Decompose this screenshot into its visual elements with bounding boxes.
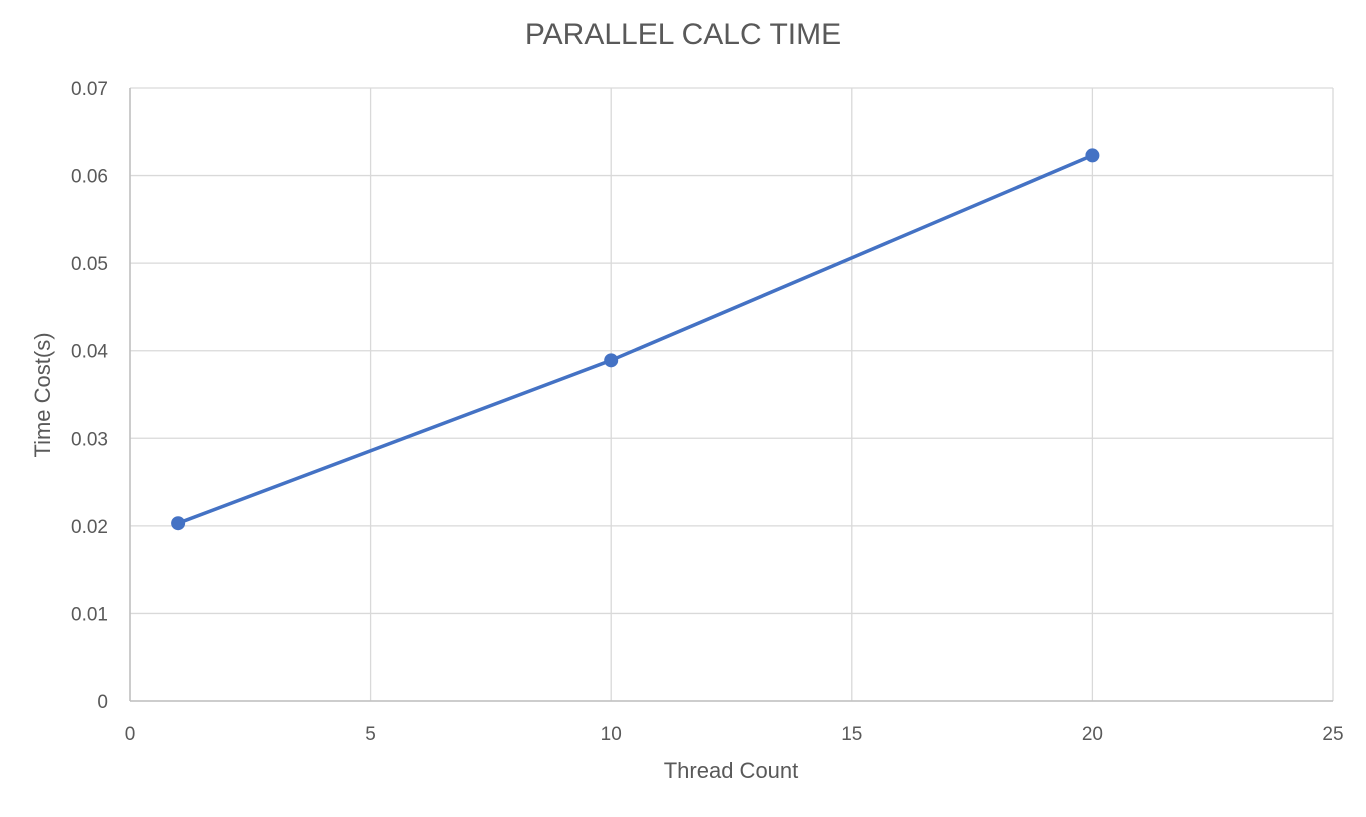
y-axis-label: Time Cost(s)	[30, 332, 55, 457]
grid-layer	[129, 87, 1334, 702]
data-point	[171, 516, 186, 531]
x-tick-label: 15	[841, 724, 862, 745]
series-layer	[171, 148, 1100, 531]
x-tick-label: 10	[601, 724, 622, 745]
y-tick-label: 0.03	[71, 429, 108, 450]
y-tick-label: 0.04	[71, 342, 108, 363]
y-tick-label: 0.06	[71, 167, 108, 188]
x-tick-label: 0	[125, 724, 136, 745]
y-tick-label: 0.01	[71, 604, 108, 625]
chart-title: PARALLEL CALC TIME	[525, 18, 841, 51]
series-line	[176, 153, 1095, 525]
x-tick-label: 5	[365, 724, 376, 745]
y-tick-label: 0	[97, 692, 108, 713]
data-point	[1085, 148, 1100, 163]
y-tick-label: 0.05	[71, 254, 108, 275]
y-tick-label: 0.07	[71, 79, 108, 100]
x-axis-label: Thread Count	[664, 758, 799, 783]
y-tick-label: 0.02	[71, 517, 108, 538]
axis-layer: 0 5 10 15 20 25 0 0.01 0.02 0.03 0.04 0.05 0.06 0.07	[71, 79, 1344, 745]
x-tick-label: 20	[1082, 724, 1103, 745]
data-point	[604, 353, 619, 368]
x-tick-label: 25	[1322, 724, 1343, 745]
